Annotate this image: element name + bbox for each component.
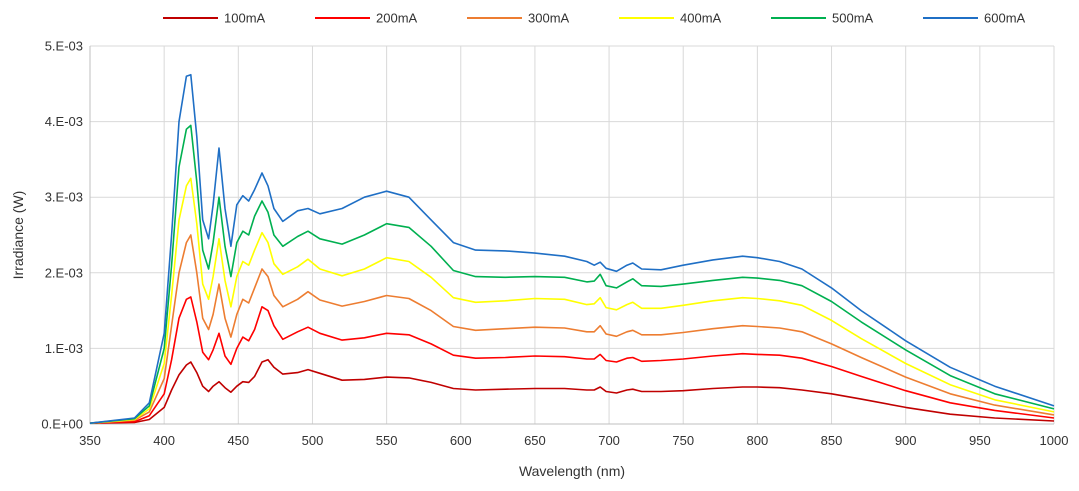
x-tick-label: 500 (302, 433, 324, 448)
series-line-600mA (89, 73, 1055, 424)
x-tick-label: 550 (376, 433, 398, 448)
x-tick-label: 700 (598, 433, 620, 448)
x-tick-label: 750 (672, 433, 694, 448)
legend-label-400mA: 400mA (680, 11, 722, 26)
series-line-400mA (89, 177, 1055, 424)
x-tick-label: 800 (747, 433, 769, 448)
y-tick-label: 2.E-03 (45, 265, 83, 280)
x-tick-label: 950 (969, 433, 991, 448)
series-line-100mA (89, 358, 1055, 424)
x-tick-label: 450 (227, 433, 249, 448)
series-line-500mA (89, 124, 1055, 424)
x-tick-label: 900 (895, 433, 917, 448)
y-tick-label: 4.E-03 (45, 114, 83, 129)
x-tick-labels: 350 400 450 500 550 600 650 700 750 800 850 900 950 1… (79, 433, 1068, 448)
series-line-200mA (89, 296, 1055, 424)
x-axis-title: Wavelength (nm) (519, 463, 625, 479)
legend-label-600mA: 600mA (984, 11, 1026, 26)
series-lines (89, 73, 1055, 424)
y-tick-label: 1.E-03 (45, 341, 83, 356)
x-tick-label: 400 (153, 433, 175, 448)
gridlines (89, 45, 1055, 425)
x-tick-label: 600 (450, 433, 472, 448)
x-tick-label: 1000 (1040, 433, 1069, 448)
x-tick-label: 650 (524, 433, 546, 448)
y-axis-title: Irradiance (W) (10, 191, 26, 280)
y-tick-label: 3.E-03 (45, 190, 83, 205)
legend-label-300mA: 300mA (528, 11, 570, 26)
series-line-300mA (89, 234, 1055, 424)
legend: 100mA 200mA 300mA 400mA 500mA 600mA (163, 11, 1026, 26)
x-tick-label: 850 (821, 433, 843, 448)
legend-label-500mA: 500mA (832, 11, 874, 26)
legend-label-100mA: 100mA (224, 11, 266, 26)
x-tick-label: 350 (79, 433, 101, 448)
y-tick-label: 5.E-03 (45, 39, 83, 54)
legend-label-200mA: 200mA (376, 11, 418, 26)
y-tick-labels: 0.E+00 1.E-03 2.E-03 3.E-03 4.E-03 5.E-03 (41, 39, 83, 432)
y-tick-label: 0.E+00 (41, 417, 83, 432)
